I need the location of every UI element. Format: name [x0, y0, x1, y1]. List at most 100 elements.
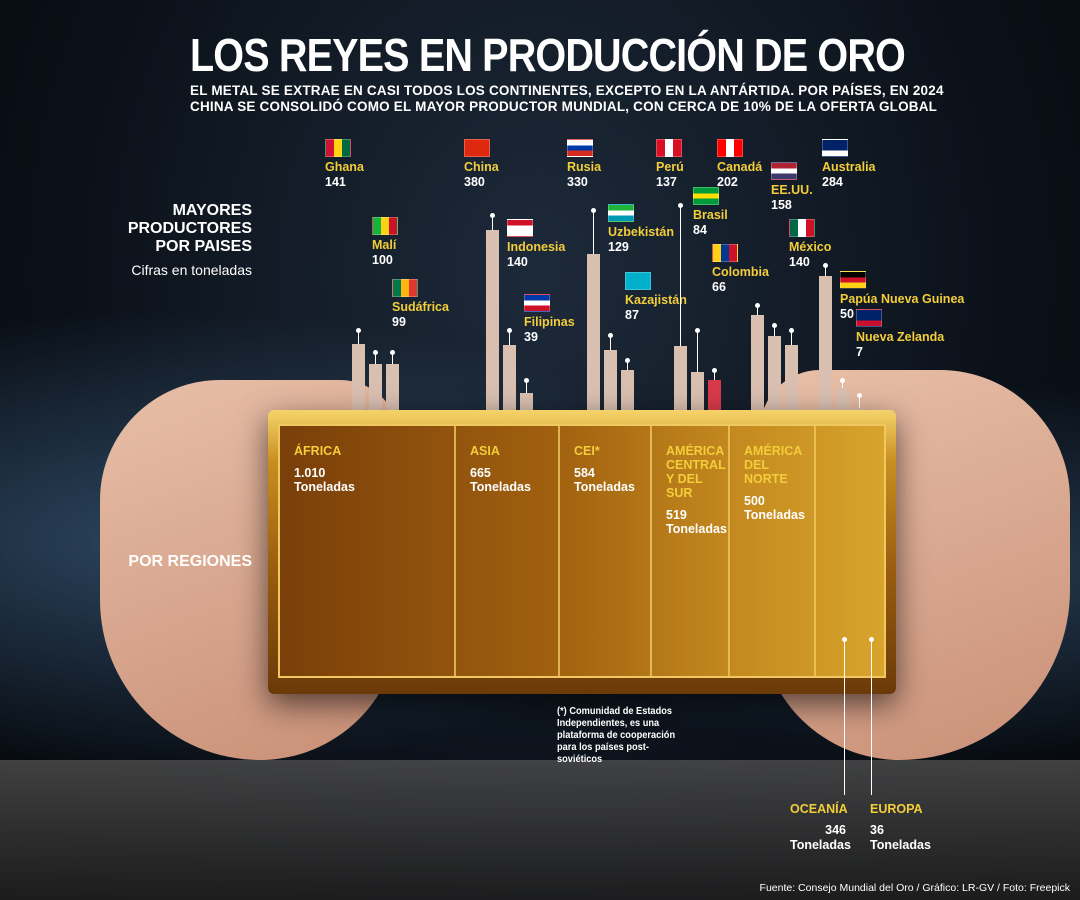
bar-country-name: Perú — [656, 160, 684, 174]
region-label: ÁFRICA 1.010 Toneladas — [294, 444, 450, 494]
bar-value: 129 — [608, 240, 629, 254]
region-value: 1.010 — [294, 466, 326, 480]
region-panel-2: CEI* 584 Toneladas — [560, 424, 652, 678]
leader-line — [610, 335, 611, 351]
bar-label-canad-: Canadá 202 — [717, 160, 762, 190]
bar-uzbekist-n — [604, 350, 617, 412]
bar-label-brasil: Brasil 84 — [693, 208, 728, 238]
bar-value: 158 — [771, 198, 792, 212]
flag-south-africa-icon — [392, 279, 418, 297]
bar-value: 137 — [656, 175, 677, 189]
region-label: AMÉRICA DEL NORTE 500 Toneladas — [744, 444, 810, 522]
region-oceania-label: OCEANÍA 346 Toneladas — [790, 802, 851, 852]
region-unit: Toneladas — [294, 480, 355, 494]
bar-colombia — [708, 380, 721, 412]
bar-label-indonesia: Indonesia 140 — [507, 240, 565, 270]
leader-line — [392, 352, 393, 365]
region-europe-label: EUROPA 36 Toneladas — [870, 802, 931, 852]
table-surface — [0, 760, 1080, 900]
flag-png-icon — [840, 271, 866, 289]
bar-country-name: Malí — [372, 238, 397, 252]
region-unit: Toneladas — [574, 480, 635, 494]
bar-country-name: Australia — [822, 160, 876, 174]
bar-rusia — [587, 253, 600, 412]
bar-country-name: México — [789, 240, 832, 254]
bar-label-ee-uu-: EE.UU. 158 — [771, 183, 813, 213]
region-value: 500 — [744, 494, 765, 508]
leader-dot — [373, 350, 378, 355]
bar-country-name: Colombia — [712, 265, 769, 279]
bar-china — [486, 229, 499, 412]
bar-pap-a-nueva-guinea — [836, 388, 849, 412]
leader-dot — [591, 208, 596, 213]
bar-label-sud-frica: Sudáfrica 99 — [392, 300, 449, 330]
bar-country-name: Filipinas — [524, 315, 575, 329]
bar-value: 84 — [693, 223, 707, 237]
leader-dot — [823, 263, 828, 268]
bar-value: 330 — [567, 175, 588, 189]
bar-canad- — [751, 315, 764, 412]
region-label: AMÉRICA CENTRAL Y DEL SUR 519 Toneladas — [666, 444, 727, 536]
leader-line — [825, 265, 826, 276]
flag-mali-icon — [372, 217, 398, 235]
region-panel-4: AMÉRICA DEL NORTE 500 Toneladas — [730, 424, 816, 678]
leader-dot — [390, 350, 395, 355]
region-label: CEI* 584 Toneladas — [574, 444, 646, 494]
bar-indonesia — [503, 344, 516, 412]
flag-new-zealand-icon — [856, 309, 882, 327]
leader-dot — [857, 393, 862, 398]
bar-label-china: China 380 — [464, 160, 499, 190]
bar-country-name: Indonesia — [507, 240, 566, 254]
leader-dot — [507, 328, 512, 333]
leader-line — [714, 370, 715, 381]
region-value: 584 — [574, 466, 595, 480]
region-name: AMÉRICA DEL NORTE — [744, 444, 802, 486]
bar-m-xico — [785, 344, 798, 412]
leader-line — [680, 205, 681, 347]
leader-dot — [678, 203, 683, 208]
leader-line — [358, 330, 359, 345]
bar-value: 50 — [840, 307, 854, 321]
region-name: CEI* — [574, 444, 600, 458]
region-panel-1: ASIA 665 Toneladas — [456, 424, 560, 678]
leader-line — [375, 352, 376, 364]
bar-ghana — [352, 344, 365, 412]
leader-dot — [840, 378, 845, 383]
bar-country-name: EE.UU. — [771, 183, 813, 197]
countries-heading: MAYORES PRODUCTORES POR PAISES — [127, 202, 252, 255]
region-value: 665 — [470, 466, 491, 480]
bar-country-name: Ghana — [325, 160, 364, 174]
bar-label-ghana: Ghana 141 — [325, 160, 364, 190]
bar-australia — [819, 275, 832, 412]
bar-label-per-: Perú 137 — [656, 160, 684, 190]
bar-value: 100 — [372, 253, 393, 267]
source-credit: Fuente: Consejo Mundial del Oro / Gráfic… — [759, 882, 1070, 894]
leader-line — [774, 325, 775, 337]
flag-mexico-icon — [789, 219, 815, 237]
bar-value: 66 — [712, 280, 726, 294]
bar-value: 380 — [464, 175, 485, 189]
bar-ee-uu- — [768, 336, 781, 412]
flag-indonesia-icon — [507, 219, 533, 237]
region-name: AMÉRICA CENTRAL Y DEL SUR — [666, 444, 726, 500]
flag-ghana-icon — [325, 139, 351, 157]
leader-line — [791, 330, 792, 345]
units-note: Cifras en toneladas — [131, 262, 252, 278]
leader-line — [842, 380, 843, 388]
leader-dot — [772, 323, 777, 328]
region-panel-3: AMÉRICA CENTRAL Y DEL SUR 519 Toneladas — [652, 424, 730, 678]
leader-line — [509, 330, 510, 345]
leader-line — [526, 380, 527, 394]
bar-label-nueva-zelanda: Nueva Zelanda 7 — [856, 330, 944, 360]
bar-label-pap-a-nueva-guinea: Papúa Nueva Guinea 50 — [840, 292, 964, 322]
gold-bar: ÁFRICA 1.010 Toneladas ASIA 665 Toneladas CEI*… — [268, 410, 896, 694]
leader-dot — [695, 328, 700, 333]
leader-dot — [490, 213, 495, 218]
region-panel-oceania-europe — [816, 424, 886, 678]
flag-peru-icon — [656, 139, 682, 157]
bar-country-name: Rusia — [567, 160, 602, 174]
leader-dot — [755, 303, 760, 308]
flag-australia-icon — [822, 139, 848, 157]
page-subtitle: EL METAL SE EXTRAE EN CASI TODOS LOS CON… — [190, 83, 944, 114]
flag-usa-icon — [771, 162, 797, 180]
